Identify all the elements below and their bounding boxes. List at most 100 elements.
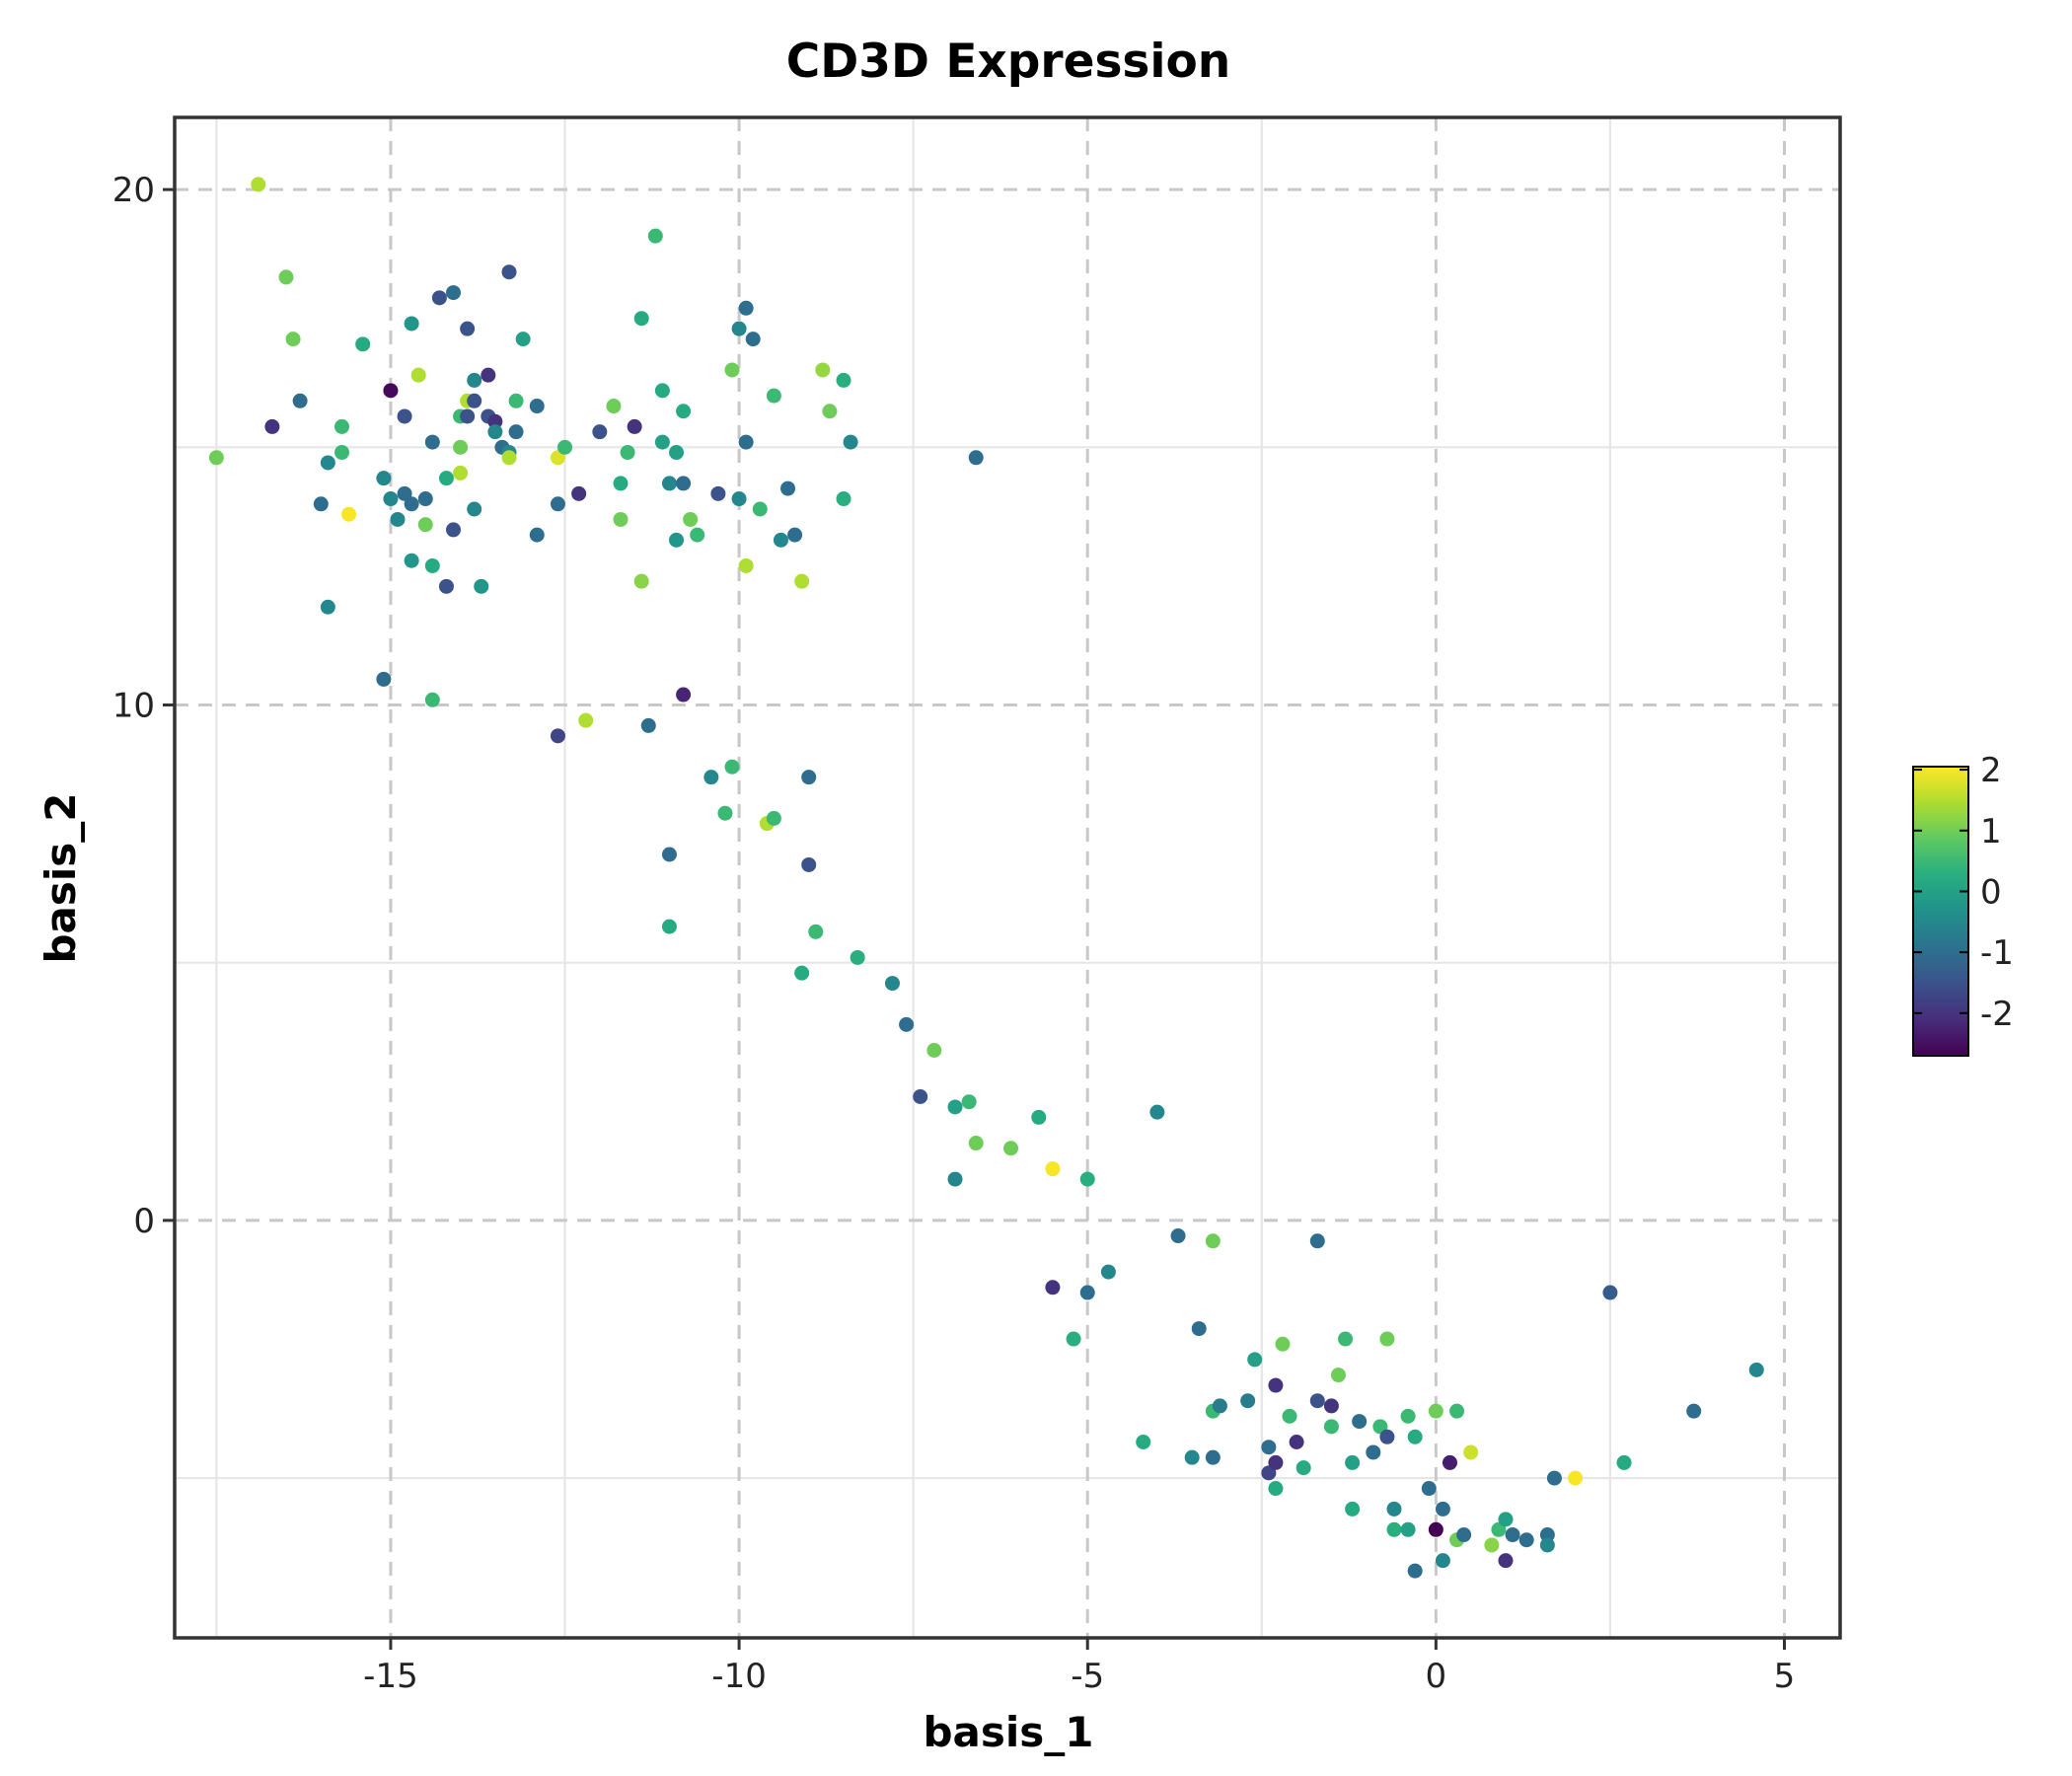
data-point — [557, 439, 573, 455]
data-point — [376, 671, 392, 687]
data-point — [676, 404, 692, 419]
data-point — [926, 1042, 942, 1058]
data-point — [417, 491, 433, 507]
data-point — [1079, 1285, 1095, 1300]
data-point — [1282, 1408, 1297, 1424]
x-tick-label: -15 — [363, 1657, 418, 1696]
data-point — [390, 511, 406, 527]
data-point — [1295, 1460, 1311, 1476]
data-point — [683, 511, 699, 527]
data-point — [1240, 1393, 1256, 1409]
data-point — [1212, 1398, 1227, 1414]
data-point — [1407, 1429, 1423, 1444]
data-point — [773, 532, 788, 548]
data-point — [474, 578, 489, 594]
data-point — [355, 336, 371, 352]
data-point — [1261, 1440, 1277, 1455]
data-point — [1400, 1521, 1416, 1537]
data-point — [1498, 1553, 1514, 1569]
data-point — [578, 712, 594, 728]
data-point — [404, 496, 419, 512]
data-point — [947, 1099, 963, 1115]
data-point — [1100, 1264, 1116, 1280]
data-point — [446, 285, 462, 301]
data-point — [208, 450, 224, 466]
data-point — [383, 491, 399, 507]
data-point — [1170, 1228, 1186, 1244]
data-point — [1289, 1434, 1304, 1449]
data-point — [1539, 1527, 1555, 1543]
y-axis-title: basis_2 — [37, 792, 85, 963]
data-point — [1268, 1377, 1284, 1393]
data-point — [508, 424, 524, 440]
data-point — [1045, 1280, 1061, 1295]
data-point — [417, 517, 433, 533]
data-point — [1748, 1362, 1764, 1377]
data-point — [808, 924, 824, 939]
data-point — [815, 362, 831, 378]
data-point — [1031, 1109, 1047, 1125]
data-point — [1518, 1532, 1534, 1548]
data-point — [376, 471, 392, 486]
data-point — [1386, 1521, 1402, 1537]
data-point — [654, 434, 670, 450]
y-axis-ticks: 0 10 20 — [112, 171, 175, 1241]
data-point — [1421, 1481, 1437, 1497]
data-point — [571, 485, 587, 501]
data-point — [453, 439, 469, 455]
data-point — [1191, 1321, 1207, 1337]
data-point — [794, 965, 810, 981]
data-point — [1079, 1171, 1095, 1187]
data-point — [467, 393, 482, 408]
minor-gridlines — [175, 117, 1840, 1638]
data-point — [710, 485, 726, 501]
data-point — [690, 527, 705, 543]
colorbar-tick-label: 2 — [1980, 751, 2002, 790]
y-tick-label: 10 — [112, 687, 155, 726]
data-point — [1400, 1408, 1416, 1424]
data-point — [424, 434, 440, 450]
data-point — [1602, 1285, 1618, 1300]
data-point — [264, 418, 280, 434]
data-point — [1275, 1336, 1291, 1352]
data-point — [738, 300, 754, 316]
data-point — [669, 532, 685, 548]
data-point — [627, 418, 642, 434]
data-point — [1184, 1449, 1200, 1465]
colorbar — [1912, 766, 1969, 1057]
data-point — [850, 949, 865, 965]
data-point — [836, 372, 851, 388]
data-point — [843, 434, 858, 450]
data-point — [550, 728, 565, 744]
data-point — [947, 1171, 963, 1187]
data-point — [1136, 1434, 1151, 1449]
data-point — [836, 491, 851, 507]
data-point — [787, 527, 803, 543]
data-point — [320, 455, 335, 471]
data-point — [410, 367, 426, 383]
data-point — [913, 1089, 928, 1105]
data-point — [654, 383, 670, 399]
data-point — [801, 856, 817, 872]
data-point — [780, 481, 796, 496]
data-point — [676, 476, 692, 491]
data-point — [731, 321, 747, 336]
x-tick-label: 5 — [1774, 1657, 1796, 1696]
data-point — [1568, 1470, 1584, 1486]
data-point — [481, 367, 496, 383]
colorbar-tick-label: 0 — [1980, 872, 2002, 912]
data-point — [431, 290, 447, 306]
data-point — [404, 316, 419, 332]
data-point — [1456, 1527, 1472, 1543]
data-point — [1435, 1553, 1450, 1569]
data-point — [724, 362, 740, 378]
data-point — [1616, 1454, 1632, 1470]
data-point — [661, 919, 677, 934]
data-point — [278, 269, 294, 285]
data-point — [501, 450, 517, 466]
data-point — [508, 393, 524, 408]
data-point — [334, 445, 350, 461]
data-point — [487, 413, 503, 429]
data-point — [1484, 1537, 1500, 1553]
